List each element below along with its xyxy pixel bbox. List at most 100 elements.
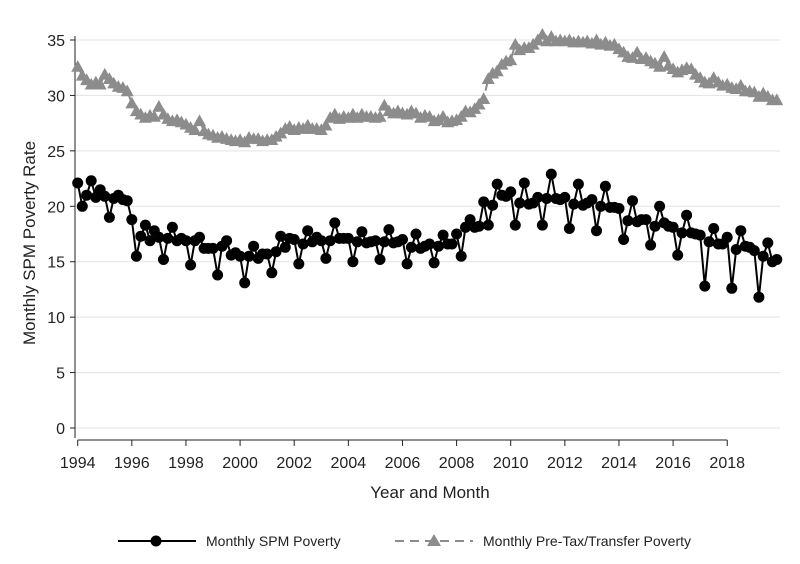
x-tick-label-2000: 2000 xyxy=(222,455,258,472)
data-point xyxy=(401,258,413,270)
data-point xyxy=(166,221,178,233)
data-point xyxy=(699,280,711,292)
data-point xyxy=(694,229,706,241)
data-point xyxy=(681,209,693,221)
x-axis-title: Year and Month xyxy=(370,483,489,502)
data-point xyxy=(532,191,544,203)
y-tick-label-30: 30 xyxy=(47,88,65,105)
data-point xyxy=(595,200,607,212)
data-point xyxy=(383,224,395,236)
data-point xyxy=(627,195,638,207)
data-point xyxy=(248,240,260,252)
data-point xyxy=(405,241,417,253)
data-point xyxy=(591,225,602,237)
data-point xyxy=(121,195,133,207)
data-point xyxy=(270,246,282,258)
data-point xyxy=(293,258,305,270)
data-point xyxy=(139,219,151,231)
data-point xyxy=(757,250,769,262)
y-axis-ticks: 0 5 10 15 20 25 30 35 xyxy=(47,33,75,438)
data-point xyxy=(185,259,197,271)
data-point xyxy=(586,194,598,206)
data-point xyxy=(180,235,192,247)
data-point xyxy=(676,227,688,239)
data-point xyxy=(572,178,584,190)
data-point xyxy=(509,219,521,231)
data-point xyxy=(297,238,309,250)
data-point xyxy=(130,250,142,262)
y-tick-label-0: 0 xyxy=(56,421,65,438)
data-point xyxy=(351,236,363,248)
data-point xyxy=(212,269,224,281)
data-point xyxy=(347,256,359,268)
data-point xyxy=(545,168,557,180)
data-point xyxy=(645,239,657,251)
x-tick-label-2014: 2014 xyxy=(601,455,637,472)
x-tick-label-2004: 2004 xyxy=(331,455,367,472)
data-point xyxy=(319,118,333,131)
data-point xyxy=(378,236,390,248)
legend-spm-label: Monthly SPM Poverty xyxy=(206,533,341,549)
data-point xyxy=(514,197,526,209)
series-pretax xyxy=(71,27,784,148)
data-point xyxy=(640,214,652,226)
y-axis-title: Monthly SPM Poverty Rate xyxy=(20,141,39,345)
data-point xyxy=(374,254,386,265)
data-point xyxy=(518,177,530,189)
data-point xyxy=(410,228,422,240)
x-tick-label-2002: 2002 xyxy=(276,455,312,472)
legend-spm-marker xyxy=(150,535,162,547)
data-point xyxy=(730,244,742,255)
data-point xyxy=(613,203,625,214)
data-point xyxy=(770,93,784,106)
data-point xyxy=(771,254,783,265)
data-point xyxy=(762,237,774,249)
data-point xyxy=(279,241,291,253)
data-point xyxy=(748,245,760,257)
data-point xyxy=(559,191,571,203)
data-point xyxy=(478,196,490,208)
data-series xyxy=(71,27,784,303)
legend-pretax-marker xyxy=(427,534,441,546)
y-tick-label-20: 20 xyxy=(47,199,65,216)
data-point xyxy=(397,234,408,245)
data-point xyxy=(708,223,720,234)
data-point xyxy=(491,178,503,190)
data-point xyxy=(192,114,206,127)
data-point xyxy=(342,232,354,244)
data-point xyxy=(81,189,93,201)
data-point xyxy=(288,234,300,245)
data-point xyxy=(504,53,518,66)
data-point xyxy=(207,242,219,254)
data-point xyxy=(125,96,139,109)
data-point xyxy=(433,240,444,252)
data-point xyxy=(261,248,273,260)
x-tick-label-1998: 1998 xyxy=(168,455,204,472)
data-point xyxy=(275,230,287,242)
data-point xyxy=(373,109,387,122)
data-point xyxy=(324,235,336,247)
data-point xyxy=(653,60,667,72)
data-point xyxy=(85,175,97,187)
data-point xyxy=(243,250,255,262)
data-point xyxy=(622,215,634,227)
data-point xyxy=(667,221,679,233)
data-point xyxy=(482,219,494,231)
data-point xyxy=(103,211,115,223)
data-point xyxy=(234,250,246,262)
data-point xyxy=(71,60,85,72)
y-tick-label-15: 15 xyxy=(47,255,65,272)
data-point xyxy=(657,50,671,62)
data-point xyxy=(541,193,553,204)
legend-pretax-label: Monthly Pre-Tax/Transfer Poverty xyxy=(483,533,691,549)
legend: Monthly SPM Poverty Monthly Pre-Tax/Tran… xyxy=(118,533,691,549)
data-point xyxy=(672,249,684,261)
data-point xyxy=(239,277,251,289)
x-axis-ticks: 1994 1996 1998 2000 2002 2004 2006 2008 2010 2012… xyxy=(60,440,745,472)
data-point xyxy=(158,254,169,265)
data-point xyxy=(446,238,458,250)
data-point xyxy=(649,220,661,232)
x-tick-label-2016: 2016 xyxy=(655,455,691,472)
data-point xyxy=(369,235,381,247)
